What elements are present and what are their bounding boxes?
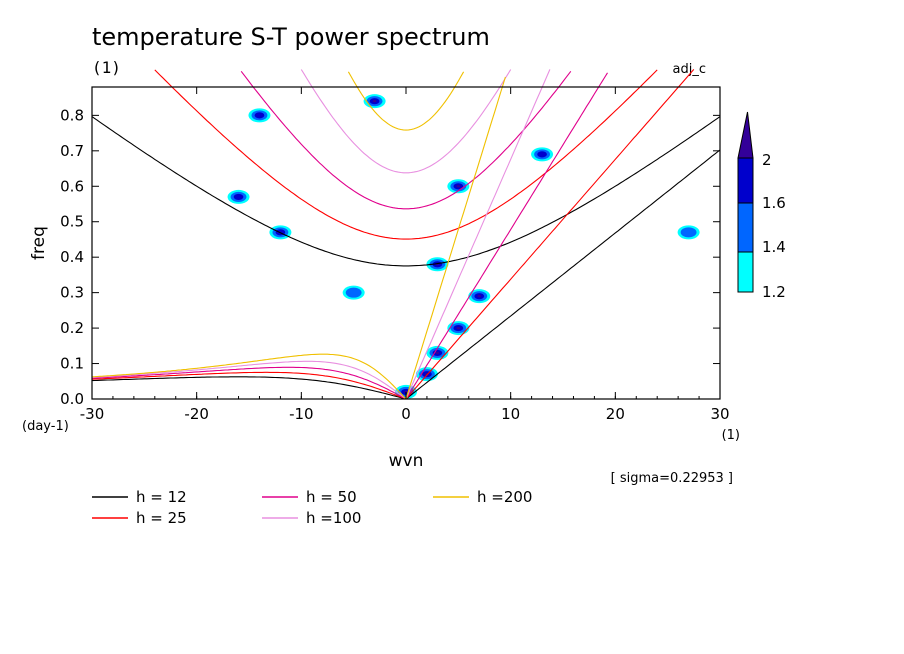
contour-feature bbox=[677, 225, 700, 240]
legend-item: h = 50 bbox=[262, 488, 357, 506]
sigma-note: [ sigma=0.22953 ] bbox=[611, 471, 733, 486]
legend: h = 12 h = 25 h = 50 h =100 h =200 bbox=[92, 488, 532, 527]
legend-label: h = 12 bbox=[136, 488, 187, 506]
y-tick-label: 0.3 bbox=[60, 284, 84, 302]
kelvin-wave-100 bbox=[405, 69, 551, 400]
colorbar-label: 1.6 bbox=[762, 194, 786, 212]
y-tick-label: 0.8 bbox=[60, 106, 84, 124]
y-tick-label: 0.0 bbox=[60, 390, 84, 408]
rossby-wave-200 bbox=[91, 353, 407, 400]
legend-label: h =200 bbox=[477, 488, 532, 506]
x-axis: -30 -20 -10 0 10 20 30 bbox=[80, 87, 730, 423]
x-tick-label: -10 bbox=[289, 405, 314, 423]
contour-level bbox=[435, 351, 440, 355]
inertia-gravity-25 bbox=[154, 69, 658, 240]
y-axis-label: freq bbox=[29, 226, 49, 260]
contour-level bbox=[254, 112, 265, 119]
colorbar-label: 1.2 bbox=[762, 283, 786, 301]
contour-feature bbox=[342, 285, 365, 300]
legend-item: h =100 bbox=[262, 509, 361, 527]
legend-label: h = 50 bbox=[306, 488, 357, 506]
contour-level bbox=[233, 193, 244, 200]
y-axis: 0.0 0.1 0.2 0.3 0.4 0.5 0.6 0.7 0.8 bbox=[60, 106, 720, 408]
contour-level bbox=[345, 287, 362, 298]
kelvin-wave-50 bbox=[405, 72, 608, 400]
contour-level bbox=[680, 227, 697, 238]
contour-level bbox=[404, 390, 408, 394]
colorbar-segment bbox=[737, 157, 754, 204]
rossby-wave-12 bbox=[91, 376, 407, 400]
contour-feature bbox=[531, 147, 554, 162]
x-tick-label: 30 bbox=[710, 405, 729, 423]
y-tick-label: 0.5 bbox=[60, 213, 84, 231]
legend-item: h =200 bbox=[433, 488, 532, 506]
contour-feature bbox=[447, 179, 470, 194]
y-tick-label: 0.6 bbox=[60, 177, 84, 195]
contour-level bbox=[537, 151, 547, 158]
x-tick-label: -30 bbox=[80, 405, 105, 423]
y-tick-label: 0.4 bbox=[60, 248, 84, 266]
chart-title: temperature S-T power spectrum bbox=[92, 23, 490, 51]
plot-frame bbox=[92, 87, 720, 399]
kelvin-wave-200 bbox=[405, 76, 506, 400]
x-tick-label: -20 bbox=[184, 405, 209, 423]
contour-level bbox=[456, 326, 461, 330]
contour-feature bbox=[227, 189, 250, 204]
rossby-wave-50 bbox=[91, 366, 407, 400]
contour-feature bbox=[468, 289, 491, 304]
plot-area: -30 -20 -10 0 10 20 30 0.00.10.20.30.40.50.60.… bbox=[60, 69, 730, 423]
legend-item: h = 25 bbox=[92, 509, 187, 527]
x-tick-label: 20 bbox=[606, 405, 625, 423]
contour-feature bbox=[248, 108, 271, 123]
y-tick-label: 0.2 bbox=[60, 319, 84, 337]
dispersion-25 bbox=[91, 69, 695, 400]
colorbar: 1.2 1.4 1.6 2 bbox=[737, 111, 786, 301]
dispersion-curves bbox=[91, 69, 721, 400]
run-label: adj_c bbox=[673, 62, 706, 77]
x-axis-label: wvn bbox=[389, 451, 424, 471]
legend-label: h = 25 bbox=[136, 509, 187, 527]
dispersion-200 bbox=[91, 71, 506, 400]
y-unit: (day-1) bbox=[22, 419, 69, 434]
dispersion-50 bbox=[91, 70, 608, 400]
kelvin-wave-25 bbox=[405, 69, 695, 400]
inertia-gravity-50 bbox=[240, 70, 572, 210]
x-tick-label: 0 bbox=[401, 405, 411, 423]
contour-feature bbox=[447, 321, 470, 336]
colorbar-segment bbox=[737, 251, 754, 293]
dispersion-12 bbox=[91, 116, 721, 400]
kelvin-wave-12 bbox=[405, 149, 721, 400]
dispersion-100 bbox=[91, 69, 551, 400]
contour-level bbox=[477, 295, 482, 298]
title-unit: (1) bbox=[92, 58, 121, 77]
colorbar-label: 1.4 bbox=[762, 238, 786, 256]
legend-label: h =100 bbox=[306, 509, 361, 527]
contour-level bbox=[372, 100, 377, 103]
rossby-wave-100 bbox=[91, 360, 407, 400]
y-tick-label: 0.1 bbox=[60, 355, 84, 373]
contour-level bbox=[456, 185, 461, 188]
y-tick-label: 0.7 bbox=[60, 142, 84, 160]
colorbar-segment bbox=[737, 202, 754, 253]
colorbar-label: 2 bbox=[762, 151, 772, 169]
inertia-gravity-200 bbox=[347, 71, 465, 131]
colorbar-arrow bbox=[737, 111, 754, 159]
x-tick-label: 10 bbox=[501, 405, 520, 423]
inertia-gravity-12 bbox=[91, 116, 721, 267]
legend-item: h = 12 bbox=[92, 488, 187, 506]
inertia-gravity-100 bbox=[300, 69, 512, 174]
x-unit: (1) bbox=[722, 428, 740, 443]
rossby-wave-25 bbox=[91, 371, 407, 400]
contour-feature bbox=[426, 257, 449, 272]
